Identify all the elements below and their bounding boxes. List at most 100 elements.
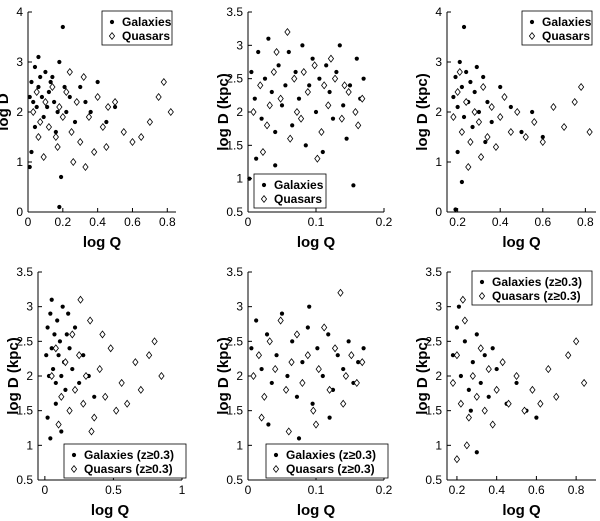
series-galaxies bbox=[27, 24, 118, 210]
data-point bbox=[104, 119, 109, 125]
data-point bbox=[545, 365, 552, 374]
data-point bbox=[82, 162, 89, 172]
data-point bbox=[461, 24, 467, 30]
data-point bbox=[77, 137, 84, 147]
data-point bbox=[48, 371, 55, 381]
data-point bbox=[356, 360, 361, 365]
data-point bbox=[530, 109, 535, 115]
data-point bbox=[49, 346, 54, 351]
data-point bbox=[473, 392, 480, 401]
data-point bbox=[465, 162, 472, 172]
data-point bbox=[304, 87, 311, 97]
series-quasars bbox=[48, 295, 165, 436]
y-tick-label: 3 bbox=[435, 55, 442, 69]
data-point bbox=[146, 117, 153, 127]
data-point bbox=[272, 365, 279, 374]
data-point bbox=[263, 121, 271, 130]
data-point bbox=[474, 332, 479, 337]
data-point bbox=[285, 427, 292, 436]
x-tick-label: 0 bbox=[25, 215, 32, 229]
data-point bbox=[290, 339, 295, 344]
data-point bbox=[514, 380, 519, 386]
data-point bbox=[291, 74, 298, 83]
legend-label: Galaxies bbox=[122, 15, 172, 29]
data-point bbox=[113, 406, 120, 415]
legend: Galaxies (z≥0.3)Quasars (z≥0.3) bbox=[265, 443, 389, 479]
data-point bbox=[486, 394, 491, 399]
x-axis-label: log Q bbox=[91, 502, 130, 519]
x-tick-label: 0.4 bbox=[488, 483, 505, 497]
data-point bbox=[120, 127, 127, 137]
data-point bbox=[471, 107, 478, 117]
data-point bbox=[73, 97, 80, 107]
series-quasars bbox=[450, 67, 593, 172]
data-point bbox=[102, 392, 109, 401]
data-point bbox=[303, 143, 308, 148]
data-point bbox=[43, 69, 48, 75]
data-point bbox=[145, 351, 153, 360]
y-axis-label: log D (kpc) bbox=[414, 337, 431, 415]
legend-marker bbox=[71, 452, 77, 458]
data-point bbox=[68, 127, 75, 137]
y-tick-label: 2 bbox=[16, 105, 23, 119]
legend-label: Quasars (z≥0.3) bbox=[286, 462, 375, 476]
data-point bbox=[461, 316, 468, 325]
data-point bbox=[151, 337, 158, 346]
chart-panel-3: 0 1 2 3 4 0.2 0.4 0.6 0.8 log Q log D (kpc) Galaxie… bbox=[414, 5, 596, 251]
data-point bbox=[269, 380, 274, 386]
data-point bbox=[293, 107, 301, 117]
data-point bbox=[508, 104, 513, 110]
legend-box bbox=[265, 443, 389, 479]
y-tick-label: 1 bbox=[435, 155, 442, 169]
data-point bbox=[531, 117, 538, 127]
y-tick-label: 1.5 bbox=[226, 404, 243, 418]
legend-marker bbox=[529, 19, 535, 25]
data-point bbox=[266, 337, 273, 346]
data-point bbox=[259, 116, 264, 121]
data-point bbox=[35, 132, 42, 142]
data-point bbox=[49, 82, 56, 92]
series-galaxies bbox=[247, 36, 366, 188]
data-point bbox=[519, 129, 524, 135]
x-tick-label: 0.2 bbox=[376, 483, 393, 497]
data-point bbox=[488, 102, 495, 112]
data-point bbox=[459, 84, 464, 90]
series-quasars bbox=[30, 67, 174, 172]
data-point bbox=[279, 103, 285, 108]
data-point bbox=[307, 304, 312, 309]
data-point bbox=[45, 104, 50, 110]
data-point bbox=[249, 346, 254, 351]
data-point bbox=[537, 399, 544, 408]
y-tick-label: 2 bbox=[435, 369, 442, 383]
y-tick-label: 4 bbox=[16, 5, 23, 19]
data-point bbox=[330, 116, 336, 121]
data-point bbox=[315, 346, 320, 351]
data-point bbox=[49, 297, 54, 302]
data-point bbox=[341, 366, 346, 372]
data-point bbox=[501, 92, 508, 102]
data-point bbox=[310, 401, 315, 406]
data-point bbox=[270, 67, 277, 77]
legend-label: Galaxies (z≥0.3) bbox=[492, 275, 582, 289]
data-point bbox=[88, 427, 95, 436]
data-point bbox=[461, 114, 467, 120]
data-point bbox=[334, 69, 339, 75]
x-tick-label: 0.2 bbox=[54, 215, 71, 229]
data-point bbox=[60, 304, 65, 309]
data-point bbox=[70, 157, 77, 167]
data-point bbox=[80, 399, 87, 408]
x-tick-label: 0.4 bbox=[89, 215, 106, 229]
data-point bbox=[467, 137, 474, 147]
data-point bbox=[521, 406, 528, 415]
data-point bbox=[67, 346, 72, 351]
data-point bbox=[327, 89, 332, 95]
data-point bbox=[137, 385, 144, 394]
data-point bbox=[359, 94, 366, 103]
data-point bbox=[36, 84, 41, 90]
data-point bbox=[87, 316, 94, 325]
data-point bbox=[300, 360, 305, 365]
data-point bbox=[48, 79, 53, 85]
data-point bbox=[489, 119, 494, 125]
legend-box bbox=[63, 443, 187, 479]
